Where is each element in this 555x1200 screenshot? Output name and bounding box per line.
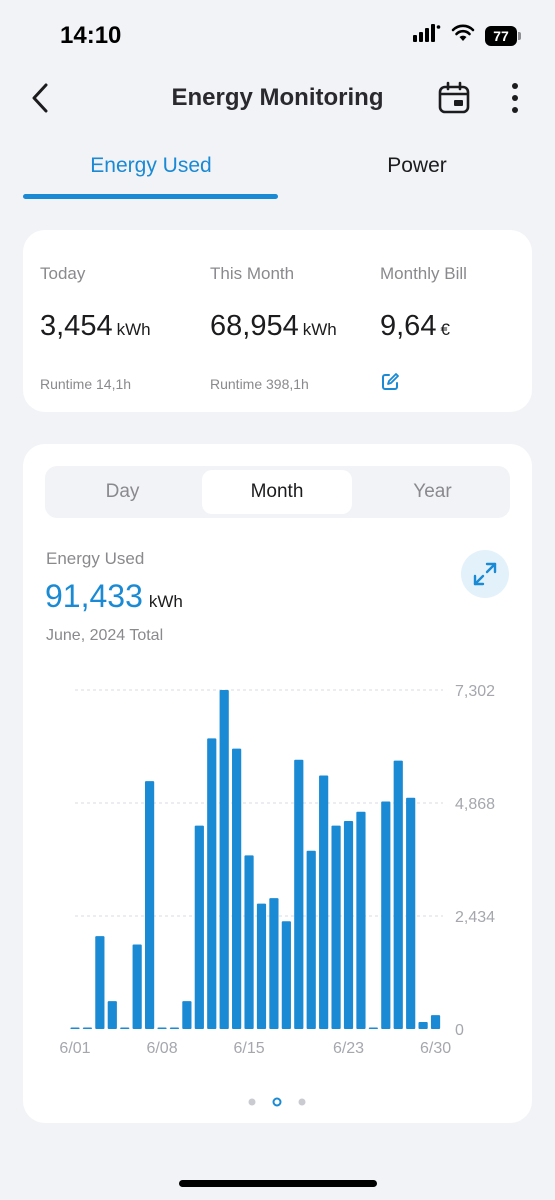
today-summary: Today 3,454 kWh Runtime 14,1h	[40, 230, 210, 412]
chart-bar[interactable]	[132, 944, 142, 1029]
today-value: 3,454 kWh	[40, 310, 151, 343]
month-value-number: 68,954	[210, 310, 299, 342]
energy-used-label: Energy Used	[46, 549, 145, 568]
edit-bill-button[interactable]	[380, 372, 400, 395]
today-unit: kWh	[116, 320, 151, 339]
chart-bar[interactable]	[281, 921, 291, 1029]
x-tick-label: 6/15	[233, 1040, 264, 1057]
chart-bar[interactable]	[418, 1022, 428, 1029]
month-value: 68,954 kWh	[210, 310, 337, 343]
page-indicator	[248, 1097, 306, 1107]
expand-icon	[473, 562, 497, 586]
energy-used-number: 91,433	[45, 578, 143, 614]
segment-month[interactable]: Month	[202, 470, 352, 514]
chevron-left-icon	[32, 83, 48, 113]
month-summary: This Month 68,954 kWh Runtime 398,1h	[210, 230, 380, 412]
chart-bar[interactable]	[70, 1027, 80, 1030]
active-tab-indicator	[23, 194, 278, 199]
bill-value: 9,64 €	[380, 310, 450, 343]
y-tick-label: 7,302	[455, 683, 495, 700]
segment-year[interactable]: Year	[413, 481, 452, 502]
nav-bar: Energy Monitoring	[0, 70, 555, 130]
signal-icon	[413, 24, 441, 47]
chart-bar[interactable]	[306, 850, 316, 1029]
month-runtime: Runtime 398,1h	[210, 376, 309, 392]
month-label: This Month	[210, 264, 295, 283]
chart-bar[interactable]	[393, 760, 403, 1029]
chart-bar[interactable]	[319, 775, 329, 1029]
more-vertical-icon	[512, 83, 518, 113]
chart-bar[interactable]	[95, 936, 105, 1029]
chart-bar[interactable]	[169, 1027, 180, 1030]
page-dot[interactable]	[248, 1098, 256, 1106]
status-icons: 77	[413, 24, 521, 47]
chart-bar[interactable]	[406, 797, 416, 1029]
tab-bar: Energy Used Power	[0, 140, 555, 204]
chart-bar[interactable]	[331, 825, 341, 1029]
calendar-icon	[438, 81, 470, 114]
chart-bar[interactable]	[269, 898, 279, 1029]
chart-bar[interactable]	[207, 738, 217, 1029]
page-dot-active[interactable]	[272, 1097, 282, 1107]
status-time: 14:10	[60, 22, 122, 49]
chart-bar[interactable]	[430, 1015, 441, 1029]
page-dot[interactable]	[298, 1098, 306, 1106]
expand-chart-button[interactable]	[461, 550, 509, 598]
period-segmented-control: Day Month Year	[45, 466, 510, 518]
x-tick-label: 6/30	[420, 1040, 451, 1057]
chart-bar[interactable]	[107, 1001, 117, 1029]
today-label: Today	[40, 264, 86, 283]
battery-indicator: 77	[485, 25, 521, 46]
tab-power[interactable]: Power	[387, 154, 447, 177]
segment-day[interactable]: Day	[105, 481, 140, 502]
energy-bar-chart: 7,302 4,868 2,434 0 6/01 6/08 6/15 6/23 6/30	[59, 683, 495, 1057]
home-indicator	[179, 1180, 377, 1187]
chart-bar[interactable]	[343, 821, 354, 1029]
chart-bar[interactable]	[82, 1027, 93, 1030]
energy-used-unit: kWh	[148, 592, 183, 611]
edit-icon	[382, 373, 399, 390]
bill-value-number: 9,64	[380, 310, 437, 342]
bill-summary: Monthly Bill 9,64 €	[380, 230, 550, 412]
chart-bar[interactable]	[232, 748, 242, 1029]
tab-energy-used[interactable]: Energy Used	[90, 154, 212, 177]
x-tick-label: 6/23	[333, 1040, 364, 1057]
energy-used-value: 91,433 kWh	[45, 578, 183, 615]
back-button[interactable]	[22, 78, 58, 118]
chart-card: Day Month Year Energy Used 91,433 kWh Jun…	[23, 444, 532, 1123]
more-options-button[interactable]	[500, 78, 530, 118]
y-tick-label: 2,434	[455, 909, 495, 926]
chart-bar[interactable]	[144, 781, 155, 1029]
wifi-icon	[451, 24, 475, 47]
chart-bar[interactable]	[294, 759, 304, 1029]
chart-bar[interactable]	[157, 1027, 167, 1030]
calendar-button[interactable]	[436, 78, 472, 118]
chart-bar[interactable]	[182, 1001, 192, 1029]
today-value-number: 3,454	[40, 310, 113, 342]
today-runtime: Runtime 14,1h	[40, 376, 132, 392]
energy-period: June, 2024 Total	[46, 627, 164, 644]
y-tick-label: 0	[455, 1022, 464, 1039]
x-tick-label: 6/01	[59, 1040, 90, 1057]
chart-bar[interactable]	[244, 855, 254, 1029]
page-title: Energy Monitoring	[171, 84, 384, 111]
chart-bar[interactable]	[256, 903, 267, 1029]
chart-bar[interactable]	[368, 1027, 378, 1030]
bill-label: Monthly Bill	[380, 264, 467, 283]
status-bar: 14:10 77	[0, 0, 555, 70]
chart-bar[interactable]	[356, 811, 366, 1029]
bill-currency: €	[440, 320, 450, 339]
y-tick-label: 4,868	[455, 796, 495, 813]
chart-bar[interactable]	[381, 801, 391, 1029]
month-unit: kWh	[302, 320, 337, 339]
summary-card: Today 3,454 kWh Runtime 14,1h This Month …	[23, 230, 532, 412]
chart-bar[interactable]	[219, 690, 229, 1029]
chart-bar[interactable]	[120, 1027, 130, 1030]
chart-bar[interactable]	[194, 825, 204, 1029]
x-tick-label: 6/08	[146, 1040, 177, 1057]
